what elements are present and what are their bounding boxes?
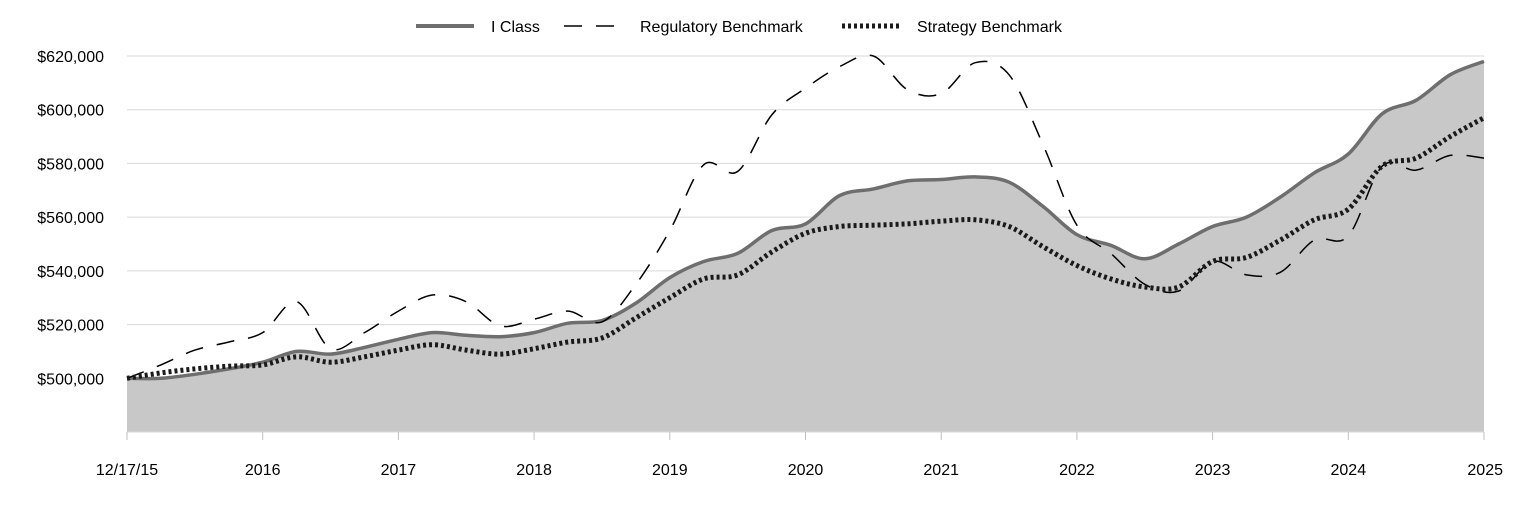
y-tick-label: $500,000 [37, 371, 104, 388]
legend-label-strategy-benchmark: Strategy Benchmark [917, 19, 1063, 36]
x-tick-label: 2020 [788, 462, 824, 479]
x-tick-label: 12/17/15 [96, 462, 158, 479]
x-tick-label: 2022 [1059, 462, 1095, 479]
legend-label-regulatory-benchmark: Regulatory Benchmark [640, 19, 804, 36]
i-class-area [127, 61, 1484, 433]
x-tick-label: 2021 [923, 462, 959, 479]
x-tick-label: 2025 [1467, 462, 1503, 479]
y-tick-label: $600,000 [37, 103, 104, 120]
x-tick-label: 2023 [1195, 462, 1231, 479]
strategy-benchmark-line [126, 115, 1486, 381]
x-tick-label: 2019 [652, 462, 688, 479]
y-axis-ticks: $500,000 $520,000 $540,000 $560,000 $580,000… [37, 49, 104, 388]
x-tick-label: 2017 [381, 462, 417, 479]
regulatory-benchmark-line [126, 54, 1485, 379]
i-class-line [126, 59, 1485, 381]
y-tick-label: $560,000 [37, 210, 104, 227]
x-axis: 12/17/15 2016 2017 2018 2019 2020 2021 2022 2023… [96, 431, 1503, 479]
x-tick-label: 2018 [516, 462, 552, 479]
x-tick-label: 2016 [245, 462, 281, 479]
y-tick-label: $540,000 [37, 264, 104, 281]
chart-legend: I Class Regulatory Benchmark Strategy Be… [416, 19, 1063, 36]
x-tick-label: 2024 [1331, 462, 1367, 479]
y-tick-label: $620,000 [37, 49, 104, 66]
y-tick-label: $520,000 [37, 318, 104, 335]
y-tick-label: $580,000 [37, 156, 104, 173]
legend-label-i-class: I Class [491, 19, 540, 36]
